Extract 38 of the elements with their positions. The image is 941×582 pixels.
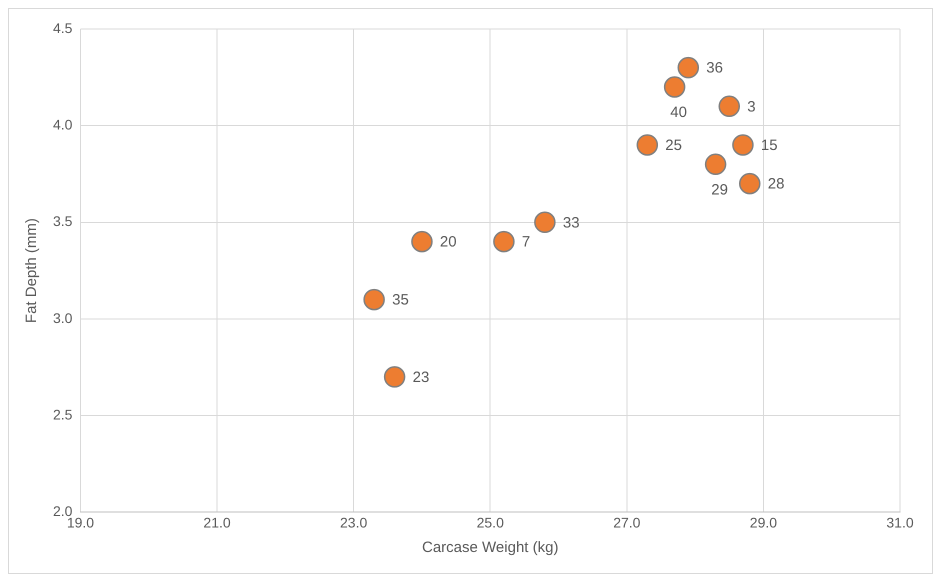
y-tick-label: 4.0 (52, 116, 73, 132)
y-tick-label: 3.5 (52, 213, 73, 230)
y-tick-label: 2.0 (52, 503, 73, 520)
annotation: 25 (665, 136, 682, 154)
x-axis-title: Carcase Weight (kg) (422, 539, 558, 556)
point (534, 212, 556, 234)
x-tick-label: 29.0 (750, 514, 778, 530)
annotation: 3 (747, 98, 756, 116)
point (384, 366, 406, 388)
point (363, 288, 385, 310)
y-axis-title: Fat Depth (mm) (23, 218, 40, 324)
x-tick-label: 21.0 (203, 514, 231, 530)
y-tick-label: 4.5 (52, 20, 73, 36)
annotation: 23 (412, 368, 430, 386)
annotation: 28 (768, 176, 784, 193)
annotation: 35 (392, 292, 409, 309)
annotation: 29 (711, 181, 728, 198)
annotation: 36 (706, 60, 723, 77)
point (739, 172, 760, 194)
point (704, 154, 726, 176)
y-tick-label: 2.5 (52, 406, 73, 422)
annotation: 33 (562, 214, 580, 232)
x-tick-label: 31.0 (886, 514, 914, 530)
point (718, 96, 740, 118)
point (411, 230, 433, 252)
x-tick-label: 23.0 (340, 514, 368, 530)
annotation: 40 (670, 104, 687, 121)
point (493, 230, 515, 252)
annotation: 7 (522, 234, 530, 251)
annotation: 20 (440, 234, 457, 251)
point (636, 134, 658, 156)
x-tick-label: 27.0 (613, 514, 641, 530)
x-tick-label: 25.0 (476, 514, 504, 530)
annotation: 15 (760, 136, 778, 154)
point (664, 76, 686, 98)
y-tick-label: 3.0 (52, 310, 73, 326)
point (678, 56, 700, 78)
point (732, 134, 754, 156)
